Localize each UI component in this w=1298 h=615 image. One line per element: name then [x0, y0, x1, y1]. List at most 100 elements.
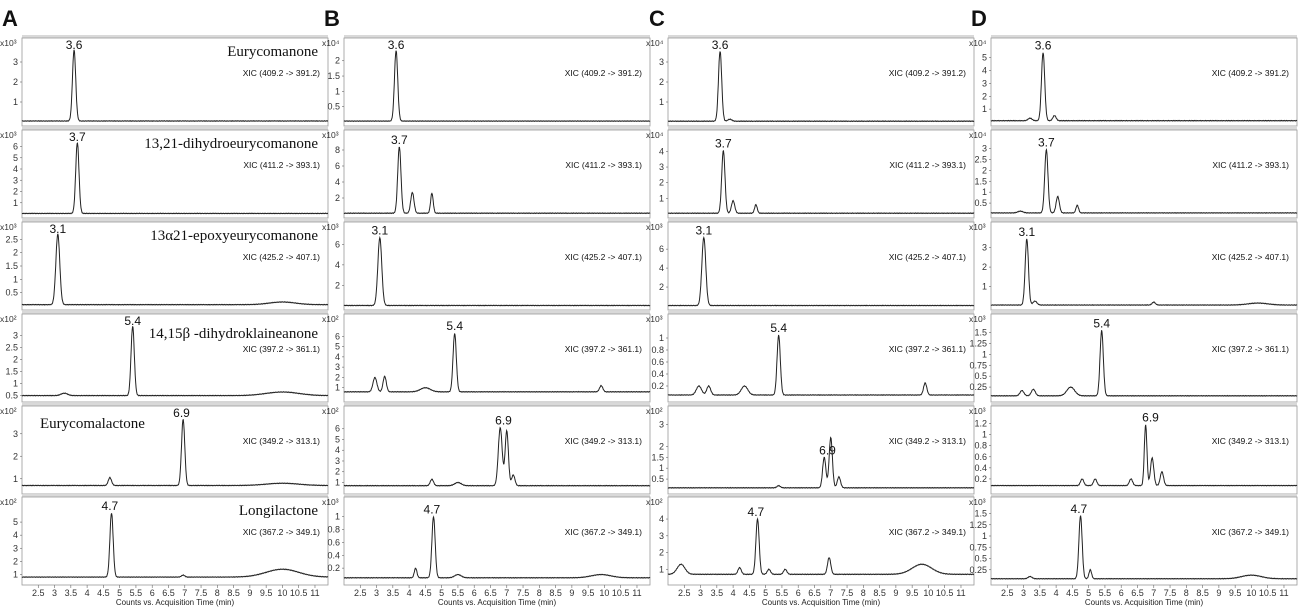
x-tick-label: 4	[1054, 588, 1059, 598]
panel-separator	[991, 35, 1297, 38]
y-scale-label: x10²	[322, 406, 339, 416]
peak-retention-label: 3.7	[1038, 136, 1055, 150]
peak-retention-label: 3.6	[1035, 39, 1052, 53]
x-tick-label: 4	[407, 588, 412, 598]
x-tick-label: 5	[439, 588, 444, 598]
y-tick-label: 0.5	[5, 391, 18, 401]
chromatogram-trace	[668, 51, 975, 123]
panel-separator	[668, 127, 974, 130]
x-tick-label: 7.5	[517, 588, 530, 598]
y-tick-label: 1	[982, 282, 987, 292]
y-tick-label: 3	[982, 243, 987, 253]
y-tick-label: 1.5	[5, 367, 18, 377]
y-tick-label: 1	[659, 333, 664, 343]
plot-frame	[21, 313, 329, 403]
panel-separator	[22, 311, 328, 314]
y-tick-label: 2	[13, 556, 18, 566]
y-tick-label: 4	[335, 177, 340, 187]
chromatogram-panel: x10⁴ 3 2 1 3.6 XIC (409.2 -> 391.2)	[646, 35, 975, 127]
plot-frame	[343, 496, 651, 586]
xic-label: XIC (367.2 -> 349.1)	[1212, 527, 1289, 537]
x-tick-label: 11	[632, 588, 641, 598]
chromatogram-panel: x10³ 1.210.80.60.40.2 6.9 XIC (349.2 -> 313…	[969, 403, 1298, 495]
x-tick-label: 3.5	[65, 588, 78, 598]
y-tick-label: 1	[13, 569, 18, 579]
xic-label: XIC (397.2 -> 361.1)	[243, 344, 320, 354]
panel-separator	[22, 127, 328, 130]
y-scale-label: x10⁴	[969, 38, 987, 48]
peak-retention-label: 4.7	[424, 503, 441, 517]
y-tick-label: 0.6	[651, 357, 664, 367]
plot-frame	[990, 313, 1298, 403]
plot-frame	[667, 221, 975, 311]
chromatogram-trace	[21, 142, 328, 215]
y-scale-label: x10³	[646, 222, 663, 232]
y-tick-label: 0.5	[974, 198, 987, 208]
x-tick-label: 8	[215, 588, 220, 598]
y-tick-label: 1.5	[974, 328, 987, 338]
xic-label: XIC (425.2 -> 407.1)	[243, 252, 320, 262]
y-scale-label: x10³	[969, 314, 986, 324]
xic-label: XIC (349.2 -> 313.1)	[1212, 436, 1289, 446]
panel-separator	[344, 494, 650, 497]
x-tick-label: 10	[923, 588, 933, 598]
plot-frame	[343, 405, 651, 495]
compound-name: 13,21-dihydroeurycomanone	[144, 136, 318, 152]
x-tick-label: 5	[117, 588, 122, 598]
xic-label: XIC (411.2 -> 393.1)	[565, 160, 642, 170]
y-tick-label: 0.25	[969, 382, 987, 392]
x-tick-label: 7.5	[841, 588, 854, 598]
chromatogram-trace	[990, 147, 1298, 214]
x-tick-label: 9.5	[582, 588, 595, 598]
xic-label: XIC (409.2 -> 391.2)	[889, 68, 966, 78]
y-tick-label: 2.5	[974, 154, 987, 164]
y-tick-label: 0.6	[327, 537, 340, 547]
y-tick-label: 1	[982, 104, 987, 114]
chromatogram-panel: x10⁴ 32.521.510.5 3.7 XIC (411.2 -> 393.1)	[969, 127, 1298, 219]
y-tick-label: 2	[13, 187, 18, 197]
y-tick-label: 1.25	[969, 520, 987, 530]
plot-frame	[21, 221, 329, 311]
plot-frame	[21, 496, 329, 586]
chromatogram-trace	[667, 235, 975, 307]
y-scale-label: x10³	[0, 38, 17, 48]
plot-frame	[990, 496, 1298, 586]
y-tick-label: 0.2	[651, 381, 664, 391]
x-tick-label: 8.5	[873, 588, 886, 598]
panel-separator	[991, 219, 1297, 222]
y-tick-label: 6	[335, 161, 340, 171]
panel-separator	[344, 127, 650, 130]
x-tick-label: 2.5	[354, 588, 367, 598]
x-tick-label: 6.5	[162, 588, 175, 598]
y-tick-label: 4	[13, 530, 18, 540]
x-tick-label: 5	[1086, 588, 1091, 598]
y-tick-label: 2	[659, 178, 664, 188]
x-tick-label: 3	[698, 588, 703, 598]
panel-separator	[991, 127, 1297, 130]
plot-frame	[667, 313, 975, 403]
chromatogram-trace	[343, 515, 651, 579]
chromatogram-trace	[21, 513, 329, 579]
chromatogram-trace	[21, 419, 329, 487]
plot-frame	[343, 221, 651, 311]
chromatogram-trace	[21, 49, 328, 122]
y-tick-label: 0.4	[327, 550, 340, 560]
chromatogram-panel: x10² 3 2.5 2 1.5 1 0.5 5.4 XIC (397.2 -> 361.1) 1…	[0, 311, 329, 403]
y-scale-label: x10³	[0, 222, 17, 232]
panel-separator	[22, 494, 328, 497]
peak-retention-label: 6.9	[173, 406, 190, 420]
panel-separator	[668, 403, 974, 406]
plot-frame	[343, 129, 651, 219]
chromatogram-trace	[667, 149, 975, 215]
chromatogram-trace	[343, 333, 651, 393]
panel-letter: B	[324, 6, 340, 31]
x-tick-label: 4.5	[97, 588, 110, 598]
y-tick-label: 0.5	[327, 102, 340, 112]
peak-retention-label: 3.1	[1018, 225, 1035, 239]
peak-retention-label: 3.1	[695, 223, 712, 237]
x-tick-label: 3	[52, 588, 57, 598]
chromatogram-trace	[667, 334, 975, 396]
x-tick-label: 11	[956, 588, 965, 598]
y-tick-label: 2.5	[5, 343, 18, 353]
